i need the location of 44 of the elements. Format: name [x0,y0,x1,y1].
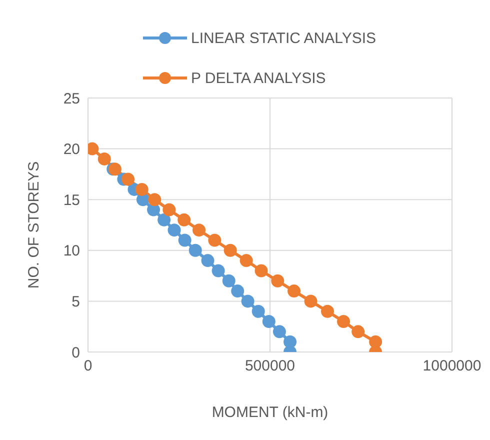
point [178,213,191,226]
point [224,244,237,257]
y-tick-label: 15 [63,192,80,209]
point [222,274,236,288]
point [208,234,222,247]
point [231,284,244,298]
point [241,294,254,308]
point [168,224,181,237]
point [158,213,171,226]
y-tick-label: 25 [63,90,80,108]
y-axis-title: NO. OF STOREYS [25,161,42,289]
point [178,234,192,247]
point [252,304,265,318]
point [212,264,225,278]
x-tick-label: 1000000 [422,358,482,375]
point [201,254,214,268]
y-tick-label: 20 [63,141,80,158]
point [271,274,284,288]
point [148,193,162,206]
point [304,294,318,308]
point [369,335,382,348]
x-tick-label: 500000 [244,358,296,375]
point [321,304,334,318]
point [284,335,297,348]
point [262,315,276,328]
point [254,264,268,278]
legend-label: LINEAR STATIC ANALYSIS [191,30,376,46]
x-axis-title: MOMENT (kN-m) [212,404,328,421]
point [98,152,111,166]
point [135,182,148,196]
legend-label: P DELTA ANALYSIS [191,70,326,86]
point [122,172,135,186]
y-tick-label: 5 [72,294,80,311]
y-tick-label: 10 [63,242,80,260]
point [352,325,365,338]
point [188,244,202,257]
y-tick-label: 0 [72,344,80,362]
point [272,325,286,338]
point [337,315,350,328]
point [240,254,253,268]
point [288,284,301,298]
point [192,224,206,237]
x-tick-label: 0 [84,358,92,375]
point [162,203,176,216]
